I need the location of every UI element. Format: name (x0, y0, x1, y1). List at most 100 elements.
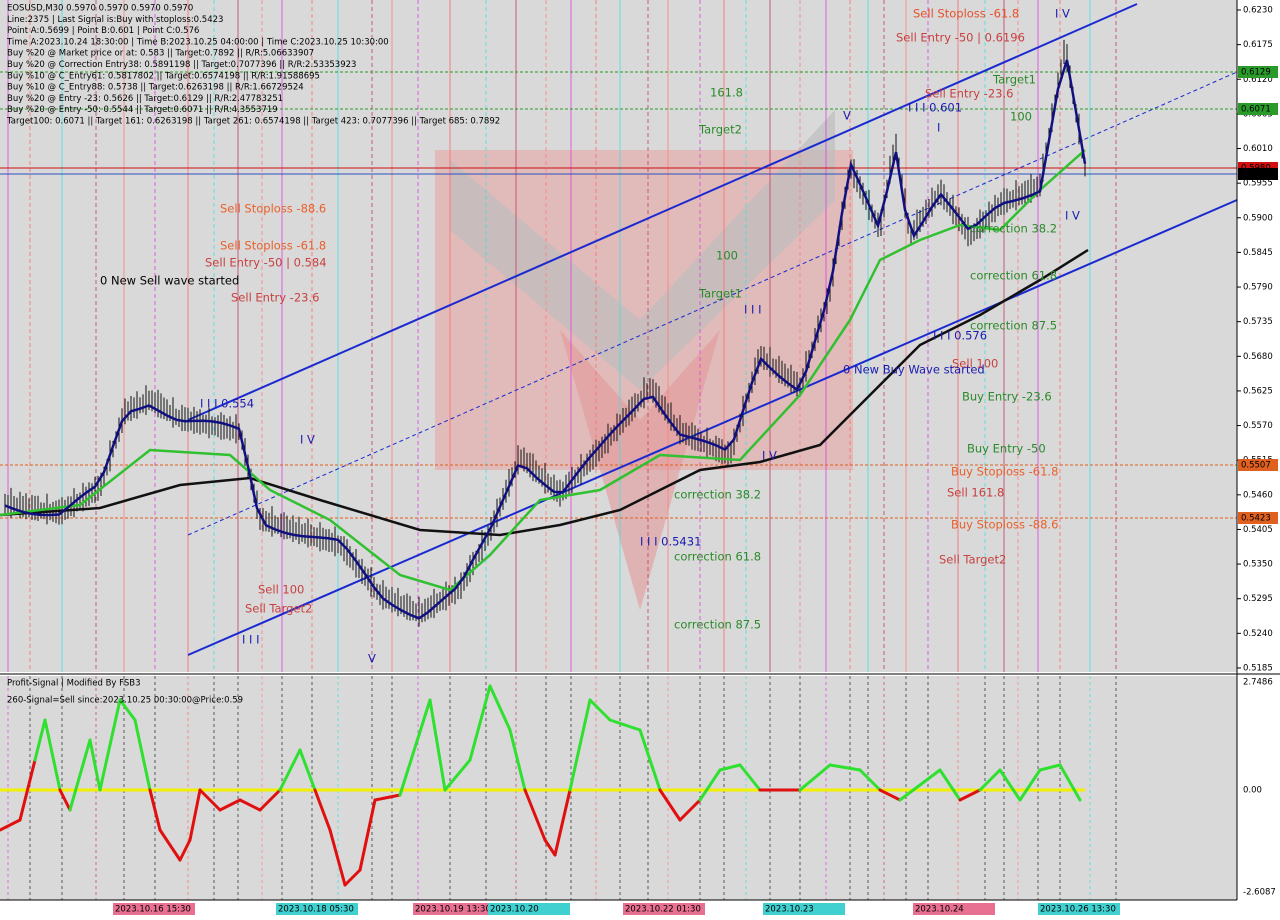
signal-line (188, 788, 202, 842)
signal-line (588, 698, 612, 722)
time-label-bg (623, 903, 705, 915)
signal-line (1018, 768, 1042, 802)
header-line: EOSUSD,M30 0.5970 0.5970 0.5970 0.5970 (7, 4, 193, 14)
signal-line (568, 698, 592, 792)
time-label: 2023.10.19 13:30 (415, 905, 491, 915)
price-tag-label: 0.5970 (1241, 170, 1271, 180)
signal-line (553, 788, 572, 857)
price-axis (1237, 0, 1280, 900)
price-tag (1238, 168, 1278, 180)
chart-annotation: Sell Stoploss -61.8 (913, 7, 1019, 21)
channel-mid (187, 71, 1238, 536)
chart-annotation: I V (300, 433, 315, 447)
indicator-tick-label: -2.6087 (1243, 888, 1276, 898)
channel-lower (187, 199, 1238, 656)
signal-line (313, 788, 332, 832)
signal-line (33, 718, 47, 762)
signal-line (328, 828, 347, 887)
signal-line (678, 798, 702, 822)
chart-annotation: I I I 0.5431 (640, 535, 701, 549)
chart-annotation: I I I 0.601 (908, 101, 962, 115)
header-line: Buy %10 @ C_Entry88: 0.5738 || Target:0.… (7, 83, 304, 93)
price-tag (1238, 512, 1278, 524)
price-tick-label: 0.6120 (1243, 75, 1273, 85)
price-tag (1238, 103, 1278, 115)
watermark-chevron (450, 110, 835, 390)
price-tag-label: 0.6071 (1241, 105, 1271, 115)
signal-line (938, 768, 962, 802)
time-label: 2023.10.20 (490, 905, 539, 915)
chart-annotation: I (937, 121, 940, 135)
chart-annotation: Sell 161.8 (947, 486, 1004, 500)
signal-line (133, 718, 152, 792)
price-tag (1238, 459, 1278, 471)
price-tick-label: 0.6175 (1243, 40, 1273, 50)
price-tag-label: 0.6129 (1241, 68, 1271, 78)
indicator-title: Profit-Signal | Modified By FSB3 (7, 679, 141, 689)
signal-line (98, 698, 122, 792)
signal-line (488, 684, 512, 732)
channel-upper (187, 3, 1138, 421)
price-tick-label: 0.5460 (1243, 490, 1273, 500)
signal-line (158, 828, 182, 862)
signal-line (878, 788, 902, 802)
chart-annotation: Buy Stoploss -88.6 (951, 518, 1058, 532)
price-tick-label: 0.5185 (1243, 663, 1273, 673)
chart-annotation: 100 (716, 249, 738, 263)
ma-slow (0, 248, 1089, 537)
price-tick-label: 0.6010 (1243, 144, 1273, 154)
chart-annotation: Sell Stoploss -88.6 (220, 202, 326, 216)
signal-line (1058, 763, 1082, 802)
chart-annotation: I V (762, 449, 777, 463)
chart-annotation: 0 New Buy Wave started (843, 363, 985, 377)
time-label-bg (413, 903, 495, 915)
price-tick-label: 0.6230 (1243, 6, 1273, 16)
chart-annotation: Sell 100 (952, 357, 998, 371)
signal-line (198, 788, 222, 812)
time-label: 2023.10.26 13:30 (1040, 905, 1116, 915)
chart-annotation: Sell Entry -50 | 0.584 (205, 256, 327, 270)
indicator-tick-label: 2.7486 (1243, 678, 1273, 688)
price-tick-label: 0.5735 (1243, 317, 1273, 327)
time-label-bg (763, 903, 845, 915)
signal-line (608, 718, 642, 732)
chart-annotation: correction 61.8 (674, 550, 761, 564)
time-label-bg (913, 903, 995, 915)
price-tag-label: 0.5507 (1241, 461, 1271, 471)
price-tick-label: 0.5625 (1243, 386, 1273, 396)
signal-line (998, 768, 1022, 802)
indicator-panel (0, 676, 1237, 900)
price-tick-label: 0.5570 (1243, 421, 1273, 431)
header-line: Buy %20 @ Market price or at: 0.583 || T… (7, 49, 314, 59)
signal-line (278, 748, 302, 792)
chart-annotation: Buy Entry -50 (967, 442, 1046, 456)
chart-annotation: Sell Entry -23.6 (231, 291, 319, 305)
chart-annotation: I I I (744, 303, 762, 317)
price-tick-label: 0.5350 (1243, 560, 1273, 570)
chart-annotation: Buy Stoploss -61.8 (951, 465, 1058, 479)
signal-line (238, 798, 262, 812)
chart-annotation: Target1 (698, 287, 742, 301)
header-line: Line:2375 | Last Signal is:Buy with stop… (7, 15, 223, 25)
price-tick-label: 0.5295 (1243, 594, 1273, 604)
time-label-bg (488, 903, 570, 915)
signal-line (118, 698, 137, 722)
signal-line (738, 763, 762, 792)
signal-line (543, 838, 557, 857)
price-tick-label: 0.5900 (1243, 213, 1273, 223)
price-tick-label: 0.5680 (1243, 352, 1273, 362)
chart-annotation: Sell Entry -23.6 (925, 87, 1013, 101)
time-label-bg (1038, 903, 1120, 915)
chart-annotation: Sell 100 (258, 583, 304, 597)
header-line: Point A:0.5699 | Point B:0.601 | Point C… (7, 26, 199, 36)
chart-annotation: correction 87.5 (674, 618, 761, 632)
signal-line (148, 788, 162, 832)
chart-annotation: Sell Target2 (245, 602, 312, 616)
chart-annotation: correction 61.8 (970, 269, 1057, 283)
header-line: Buy %10 @ C_Entry61: 0.5817802 || Target… (7, 71, 320, 81)
chart-annotation: V (843, 109, 851, 123)
time-label: 2023.10.18 05:30 (278, 905, 354, 915)
signal-line (258, 788, 282, 812)
signal-line (718, 763, 742, 772)
chart-annotation: V (368, 652, 376, 666)
